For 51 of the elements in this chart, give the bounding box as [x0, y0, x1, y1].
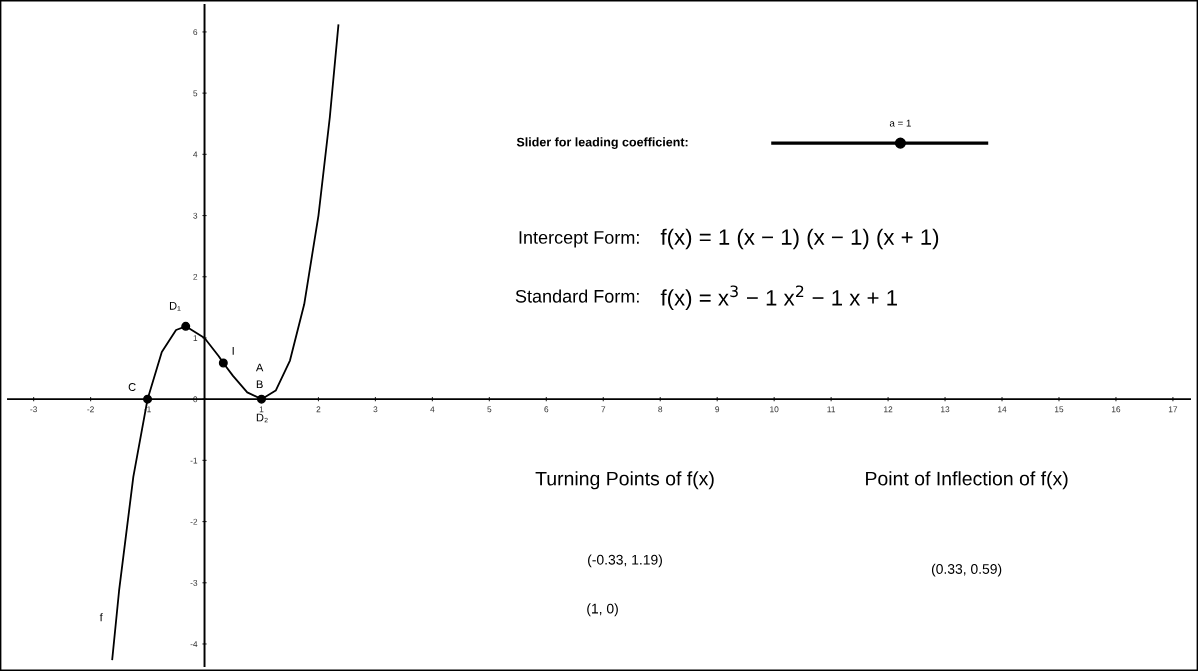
point [218, 358, 228, 368]
x-tick-label: 16 [1111, 406, 1121, 413]
point [181, 321, 191, 331]
annotation: Turning Points of f(x) [535, 471, 714, 490]
annotation: a = 1 [889, 119, 911, 127]
x-tick-label: 9 [715, 406, 720, 413]
x-tick-label: 7 [601, 406, 606, 413]
x-tick-label: 11 [827, 406, 836, 413]
annotation: B [256, 380, 263, 389]
y-tick-label: 2 [193, 273, 198, 280]
x-tick-label: 1 [259, 406, 264, 413]
y-tick-label: -3 [190, 579, 198, 586]
annotation: Point of Inflection of f(x) [866, 471, 1068, 490]
annotation: D₂ [256, 413, 268, 423]
x-tick-label: 2 [316, 406, 321, 413]
x-tick-label: 15 [1054, 406, 1064, 413]
x-tick-label: 17 [1168, 406, 1178, 413]
y-tick-label: 3 [193, 212, 198, 219]
x-tick-label: 14 [998, 406, 1007, 413]
x-tick-label: 6 [544, 406, 549, 413]
point [143, 394, 153, 404]
series-label: f [99, 613, 103, 622]
annotation: C [128, 383, 136, 391]
annotation: Slider for leading coefficient: [516, 137, 688, 149]
y-tick-label: 1 [193, 335, 198, 341]
y-tick-label: -4 [190, 641, 198, 647]
x-tick-label: 4 [430, 406, 435, 413]
x-tick-label: -2 [87, 406, 94, 413]
annotation: Standard Form: [515, 289, 639, 303]
point [256, 394, 266, 404]
x-tick-label: 8 [658, 406, 663, 413]
y-tick-label: 6 [193, 29, 198, 36]
annotation: f(x) = x$^{3}$ − 1 x$^{2}$ − 1 x + 1 [660, 285, 897, 311]
annotation: Intercept Form: [519, 231, 639, 248]
y-tick-label: 4 [193, 151, 198, 158]
annotation: (-0.33, 1.19) [588, 554, 662, 568]
x-tick-label: -3 [30, 406, 37, 413]
annotation: A [255, 363, 264, 372]
annotation: D₁ [169, 302, 181, 311]
x-tick-label: 3 [373, 406, 378, 413]
x-tick-label: 13 [941, 406, 950, 413]
x-tick-label: 10 [770, 406, 779, 413]
y-tick-label: -2 [190, 518, 198, 525]
annotation: f(x) = 1 (x − 1) (x − 1) (x + 1) [660, 228, 939, 250]
y-tick-label: 5 [193, 90, 198, 97]
annotation: (1, 0) [587, 603, 618, 617]
x-tick-label: 5 [487, 406, 492, 413]
x-tick-label: 12 [884, 406, 893, 413]
annotation: (0.33, 0.59) [931, 563, 1002, 577]
annotation: I [232, 347, 234, 355]
y-tick-label: -1 [190, 457, 198, 464]
